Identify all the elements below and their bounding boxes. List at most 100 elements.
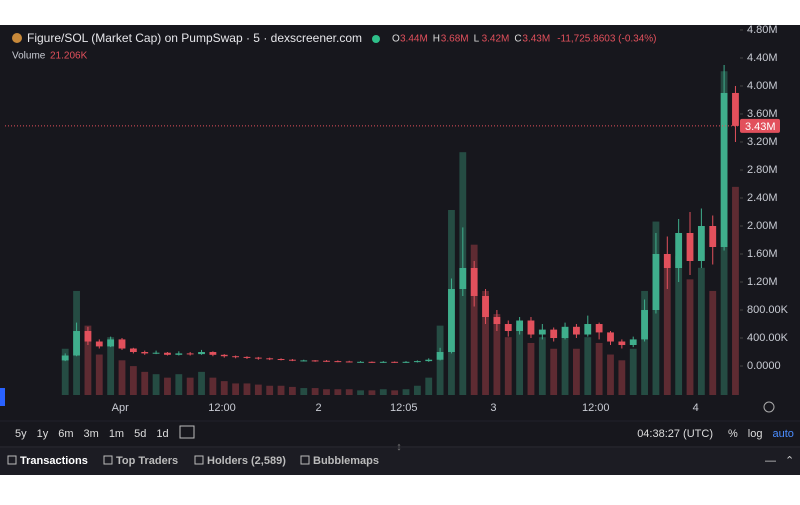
- option-button[interactable]: auto: [772, 428, 793, 440]
- tab-icon: [300, 455, 310, 465]
- candle-body: [413, 361, 421, 363]
- volume-bar: [732, 186, 739, 395]
- y-tick-label: 4.00M: [747, 80, 778, 92]
- ohlc-value: 3.44M: [400, 34, 428, 45]
- volume-bar: [425, 377, 433, 395]
- option-button[interactable]: log: [748, 428, 763, 440]
- volume-bar: [345, 389, 353, 395]
- y-tick-label: 2.00M: [747, 220, 778, 232]
- volume-bar: [334, 389, 342, 395]
- x-tick-label: Apr: [112, 402, 129, 414]
- expand[interactable]: ⌃: [785, 455, 794, 467]
- calendar-icon[interactable]: [179, 425, 195, 439]
- candle-body: [198, 352, 205, 355]
- x-tick-label: 12:05: [390, 402, 418, 414]
- candle-body: [277, 359, 285, 361]
- volume-bar: [595, 342, 603, 395]
- range-button[interactable]: 5y: [15, 428, 27, 440]
- x-tick-label: 2: [315, 402, 321, 414]
- ohlc-key: H: [433, 34, 440, 45]
- candle-body: [504, 324, 512, 332]
- candle-body: [186, 353, 194, 355]
- y-tick-label: 4.40M: [747, 52, 778, 64]
- volume-value: 21.206K: [50, 51, 88, 62]
- candle-body: [345, 361, 353, 363]
- y-tick-label: 1.20M: [747, 276, 778, 288]
- candle-body: [152, 352, 160, 354]
- y-tick-label: 0.0000: [747, 360, 781, 372]
- candle-body: [629, 339, 637, 346]
- candle-body: [164, 352, 171, 355]
- tab[interactable]: Top Traders: [116, 455, 178, 467]
- volume-bar: [561, 331, 569, 395]
- range-button[interactable]: 1y: [37, 428, 49, 440]
- candle-body: [300, 360, 308, 362]
- candle-body: [368, 361, 376, 363]
- volume-bar: [175, 374, 183, 395]
- volume-bar: [584, 337, 592, 395]
- candle-body: [209, 352, 217, 355]
- volume-bar: [164, 377, 171, 395]
- x-tick-label: 12:00: [582, 402, 610, 414]
- chart-title: Figure/SOL (Market Cap) on PumpSwap · 5 …: [27, 31, 362, 45]
- price-tag: [740, 118, 780, 133]
- candle-body: [323, 360, 330, 362]
- candle-body: [663, 254, 671, 269]
- candle-body: [107, 339, 115, 347]
- candle-body: [493, 317, 501, 325]
- volume-bar: [266, 385, 274, 395]
- y-tick-label: 4.80M: [747, 24, 778, 36]
- tab[interactable]: Bubblemaps: [313, 455, 379, 467]
- range-button[interactable]: 3m: [84, 428, 99, 440]
- volume-bar: [709, 290, 717, 395]
- candle-body: [402, 361, 410, 363]
- side-handle[interactable]: [0, 388, 5, 406]
- ohlc-value: 3.43M: [522, 34, 550, 45]
- candle-body: [129, 348, 137, 353]
- ohlc-key: L: [474, 34, 480, 45]
- resize-handle[interactable]: ↕: [396, 441, 402, 453]
- volume-bar: [243, 383, 251, 395]
- volume-bar: [379, 389, 387, 395]
- volume-bar: [516, 325, 524, 395]
- range-button[interactable]: 1d: [156, 428, 168, 440]
- candle-body: [550, 329, 558, 339]
- candle-body: [652, 254, 660, 311]
- tab[interactable]: Holders (2,589): [207, 455, 286, 467]
- range-button[interactable]: 5d: [134, 428, 146, 440]
- volume-bar: [277, 385, 285, 395]
- x-tick-label: 3: [490, 402, 496, 414]
- volume-bar: [323, 389, 330, 395]
- volume-bar: [300, 388, 308, 395]
- ohlc-key: O: [392, 34, 400, 45]
- volume-bar: [61, 348, 69, 395]
- y-tick-label: 400.00K: [747, 332, 789, 344]
- volume-bar: [357, 390, 364, 395]
- volume-bar: [209, 377, 217, 395]
- candle-body: [675, 232, 683, 269]
- range-button[interactable]: 1m: [109, 428, 124, 440]
- price-tag-label: 3.43M: [745, 121, 776, 133]
- ohlc-value: 3.68M: [441, 34, 469, 45]
- settings-icon[interactable]: [763, 401, 775, 413]
- candle-body: [95, 341, 103, 347]
- token-icon: [12, 33, 22, 43]
- y-tick-label: 2.80M: [747, 164, 778, 176]
- tab-bar: [0, 448, 800, 475]
- candle-body: [470, 268, 478, 297]
- y-tick-label: 1.60M: [747, 248, 778, 260]
- minimize[interactable]: —: [765, 455, 776, 467]
- volume-bar: [607, 354, 614, 395]
- volume-bar: [697, 267, 705, 395]
- option-button[interactable]: %: [728, 428, 738, 440]
- volume-bar: [550, 348, 558, 395]
- volume-bar: [470, 244, 478, 395]
- candle-body: [607, 332, 614, 342]
- volume-bar: [84, 325, 92, 395]
- tab[interactable]: Transactions: [20, 455, 88, 467]
- ohlc-value: 3.42M: [482, 34, 510, 45]
- range-button[interactable]: 6m: [58, 428, 73, 440]
- candle-body: [379, 361, 387, 363]
